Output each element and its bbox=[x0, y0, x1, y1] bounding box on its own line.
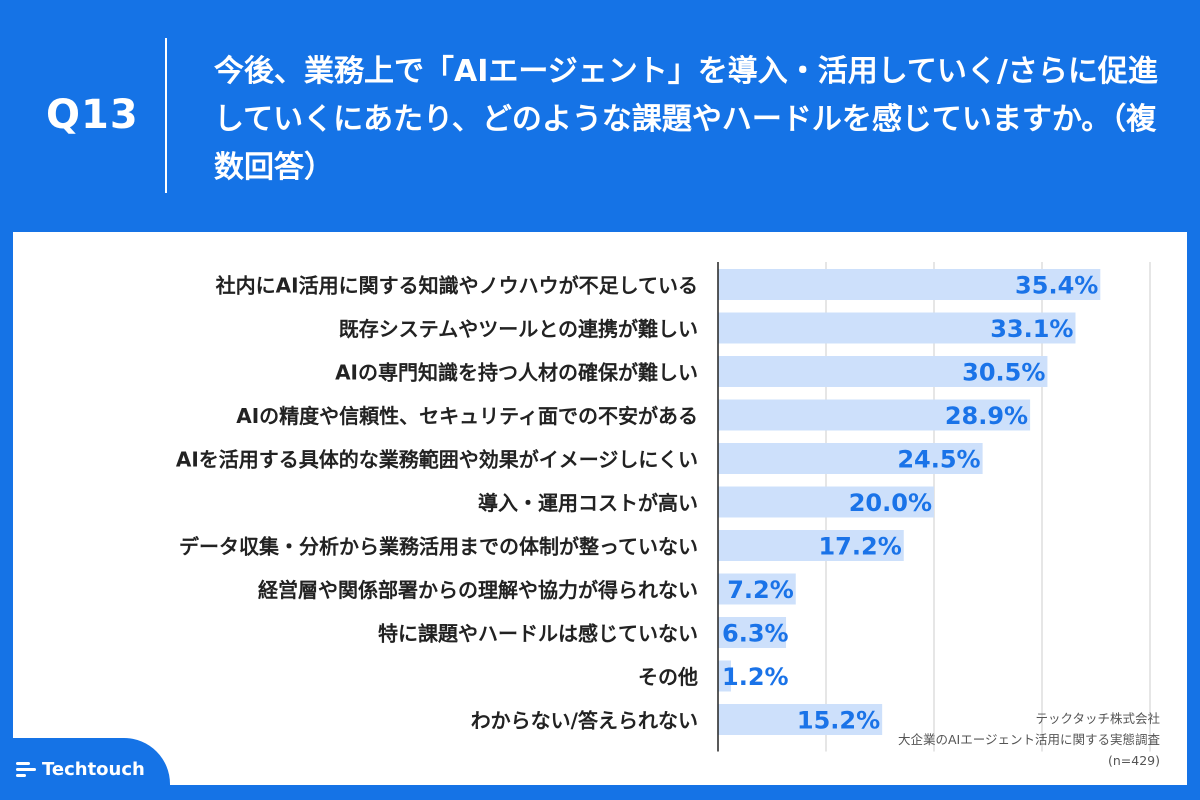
question-number: Q13 bbox=[46, 92, 139, 138]
source-survey: 大企業のAIエージェント活用に関する実態調査 bbox=[898, 732, 1160, 747]
value-label: 20.0% bbox=[849, 489, 932, 517]
category-label: AIの精度や信頼性、セキュリティ面での不安がある bbox=[236, 404, 698, 428]
category-label: わからない/答えられない bbox=[471, 709, 698, 733]
bar bbox=[718, 617, 787, 648]
value-label: 7.2% bbox=[727, 576, 794, 604]
bar bbox=[718, 530, 904, 561]
value-label: 33.1% bbox=[990, 315, 1073, 343]
bar bbox=[718, 573, 796, 605]
lines-icon bbox=[16, 760, 36, 778]
header-divider bbox=[165, 38, 167, 193]
category-label: 既存システムやツールとの連携が難しい bbox=[339, 317, 698, 341]
bar bbox=[718, 486, 934, 518]
question-title: 今後、業務上で「AIエージェント」を導入・活用していく/さらに促進していくにあた… bbox=[214, 54, 1158, 185]
category-label: 経営層や関係部署からの理解や協力が得られない bbox=[258, 578, 698, 602]
value-label: 24.5% bbox=[897, 446, 980, 474]
category-label: データ収集・分析から業務活用までの体制が整っていない bbox=[179, 535, 698, 559]
bar bbox=[718, 312, 1076, 344]
source-note: テックタッチ株式会社 大企業のAIエージェント活用に関する実態調査 (n=429… bbox=[898, 708, 1160, 771]
category-label: AIを活用する具体的な業務範囲や効果がイメージしにくい bbox=[176, 448, 698, 472]
bar bbox=[718, 399, 1031, 431]
techtouch-logo: Techtouch bbox=[16, 758, 145, 780]
category-label: 社内にAI活用に関する知識やノウハウが不足している bbox=[215, 274, 698, 298]
value-label: 30.5% bbox=[962, 359, 1045, 387]
logo-text: Techtouch bbox=[42, 758, 145, 780]
chart-panel: 社内にAI活用に関する知識やノウハウが不足している 35.4% 既存システムやツール… bbox=[13, 232, 1187, 785]
source-company: テックタッチ株式会社 bbox=[1035, 711, 1160, 726]
category-label: AIの専門知識を持つ人材の確保が難しい bbox=[335, 361, 698, 385]
category-label: 導入・運用コストが高い bbox=[478, 491, 698, 515]
bar bbox=[718, 269, 1101, 300]
value-label: 6.3% bbox=[722, 620, 789, 648]
value-label: 17.2% bbox=[818, 533, 901, 561]
bar bbox=[718, 443, 983, 474]
value-label: 35.4% bbox=[1015, 272, 1098, 300]
bar bbox=[718, 704, 883, 735]
category-label: その他 bbox=[638, 665, 698, 689]
source-sample: (n=429) bbox=[1107, 753, 1160, 768]
category-label: 特に課題やハードルは感じていない bbox=[378, 622, 698, 646]
value-label: 15.2% bbox=[797, 707, 880, 735]
header: Q13 今後、業務上で「AIエージェント」を導入・活用していく/さらに促進してい… bbox=[0, 0, 1200, 232]
bar-chart: 社内にAI活用に関する知識やノウハウが不足している 35.4% 既存システムやツール… bbox=[176, 262, 1151, 752]
value-label: 1.2% bbox=[722, 663, 789, 691]
bar bbox=[718, 660, 731, 692]
value-label: 28.9% bbox=[945, 402, 1028, 430]
bar bbox=[718, 356, 1048, 387]
